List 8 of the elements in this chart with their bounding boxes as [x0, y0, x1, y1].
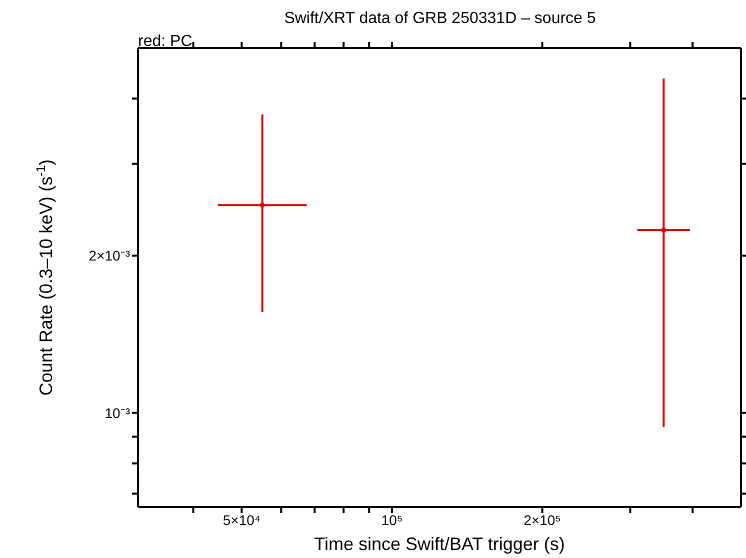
y-tick-label: 10⁻³: [104, 404, 130, 421]
annotation: red: PC: [138, 33, 192, 51]
x-tick-label: 10⁵: [381, 512, 403, 528]
x-tick-label: 2×10⁵: [524, 512, 561, 528]
x-axis-title: Time since Swift/BAT trigger (s): [314, 534, 565, 554]
y-tick-label: 2×10⁻³: [88, 248, 130, 264]
chart-title: Swift/XRT data of GRB 250331D – source 5: [283, 10, 597, 28]
x-tick-label: 5×10⁴: [222, 512, 260, 528]
